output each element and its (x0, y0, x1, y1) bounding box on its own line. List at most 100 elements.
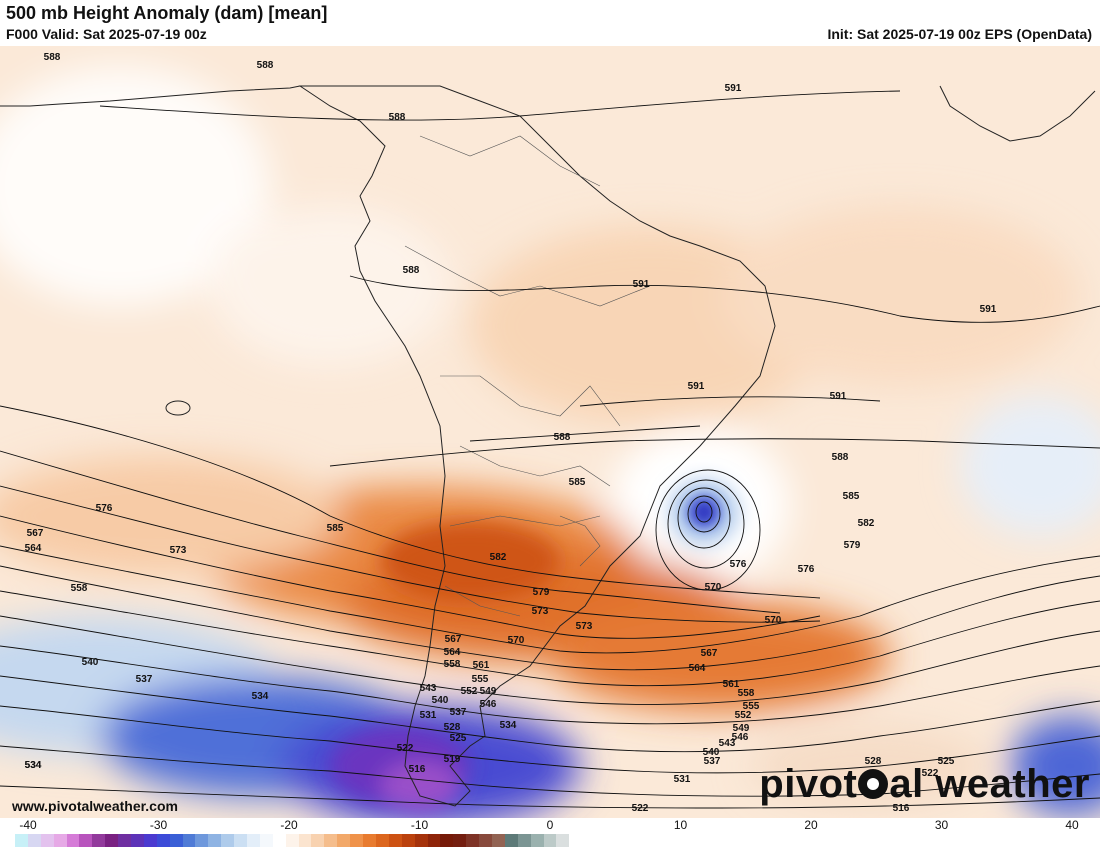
colorbar-swatch (388, 834, 402, 847)
colorbar-tick-label: 10 (673, 818, 688, 832)
contour-line (0, 615, 1100, 705)
anomaly-field (0, 46, 1100, 818)
contour-label: 570 (508, 635, 525, 646)
contour-label: 534 (25, 760, 42, 771)
contour-label: 585 (843, 491, 860, 502)
header-bar: 500 mb Height Anomaly (dam) [mean] F000 … (0, 0, 1100, 46)
colorbar-swatch (324, 834, 338, 847)
colorbar-swatch (414, 834, 428, 847)
contour-label: 525 (450, 733, 467, 744)
contour-label: 576 (730, 559, 747, 570)
contour-label: 591 (633, 279, 650, 290)
contour-line (0, 590, 1100, 687)
contour-line (0, 515, 821, 639)
contour-label: 588 (832, 452, 849, 463)
colorbar-swatch (285, 834, 299, 847)
colorbar-tick-label: 30 (934, 818, 949, 832)
site-url[interactable]: www.pivotalweather.com (12, 798, 178, 814)
contour-label: 558 (738, 688, 755, 699)
colorbar-swatch (208, 834, 222, 847)
contour-label: 573 (576, 621, 593, 632)
contour-label: 525 (938, 756, 955, 767)
contour-label: 579 (533, 587, 550, 598)
colorbar-swatches (15, 834, 570, 847)
contour-label: 591 (725, 83, 742, 94)
contour-label: 570 (765, 615, 782, 626)
contour-line (0, 450, 781, 614)
colorbar-swatch (118, 834, 132, 847)
colorbar-swatch (247, 834, 260, 847)
colorbar-swatch (466, 834, 480, 847)
contour-line (0, 565, 1100, 671)
colorbar-swatch (543, 834, 557, 847)
contour-label: 567 (27, 528, 44, 539)
weather-map: 588 588 591 588 588 591 591 591 591 588 588 585 585 5… (0, 46, 1100, 818)
colorbar-swatch (15, 834, 28, 847)
height-contours (0, 90, 1100, 809)
init-time: Init: Sat 2025-07-19 00z EPS (OpenData) (827, 26, 1092, 42)
contour-label: 534 (500, 720, 517, 731)
colorbar-swatch (169, 834, 183, 847)
map-title: 500 mb Height Anomaly (dam) [mean] (6, 3, 328, 23)
colorbar-tick-label: -20 (280, 818, 298, 832)
contour-label: 564 (25, 543, 42, 554)
map-canvas: 588 588 591 588 588 591 591 591 591 588 588 585 585 5… (0, 46, 1100, 818)
colorbar-tick-label: 0 (546, 818, 554, 832)
contour-label: 516 (409, 764, 426, 775)
contour-label: 552 (735, 710, 752, 721)
colorbar-swatch (337, 834, 351, 847)
colorbar-swatch (440, 834, 454, 847)
contour-label: 567 (445, 634, 462, 645)
contour-label: 555 (743, 701, 760, 712)
contour-line (0, 705, 1100, 774)
contour-line (0, 675, 1100, 753)
contour-label: 588 (403, 265, 420, 276)
colorbar-swatch (453, 834, 467, 847)
valid-time: F000 Valid: Sat 2025-07-19 00z (6, 26, 207, 42)
colorbar-swatch (504, 834, 518, 847)
contour-label: 573 (170, 545, 187, 556)
contour-label: 585 (569, 477, 586, 488)
contour-label: 558 (444, 659, 461, 670)
contour-label: 549 (480, 686, 497, 697)
colorbar-tick-label: -10 (410, 818, 429, 832)
colorbar-swatch (350, 834, 364, 847)
contour-label: 546 (732, 732, 749, 743)
brand-text-right: al weather (889, 762, 1090, 806)
colorbar-swatch (363, 834, 376, 847)
colorbar-tick-label: 40 (1065, 818, 1079, 832)
contour-label: 588 (389, 112, 406, 123)
colorbar-swatch (92, 834, 106, 847)
contour-label: 534 (252, 691, 269, 702)
low-center (655, 469, 761, 591)
contour-label: 582 (490, 552, 507, 563)
contour-label: 585 (327, 523, 344, 534)
contour-label: 537 (704, 756, 721, 767)
contour-label: 519 (444, 754, 461, 765)
contour-label: 591 (830, 391, 847, 402)
contour-label: 534 (25, 760, 42, 771)
contour-label: 552 (461, 686, 478, 697)
colorbar-swatch (530, 834, 544, 847)
contour-line (349, 275, 1100, 323)
colorbar-swatch (66, 834, 80, 847)
contour-label: 570 (705, 582, 722, 593)
contour-label: 528 (444, 722, 461, 733)
contour-label: 543 (420, 683, 437, 694)
colorbar-swatch (27, 834, 41, 847)
colorbar-swatch (479, 834, 492, 847)
colorbar-swatch (105, 834, 119, 847)
contour-label: 558 (71, 583, 88, 594)
colorbar-swatch (298, 834, 312, 847)
colorbar-tick-label: 20 (804, 818, 818, 832)
colorbar-swatch (556, 834, 570, 847)
contour-line (0, 545, 1100, 654)
colorbar-swatch (272, 834, 286, 847)
contour-label: 531 (674, 774, 691, 785)
contour-label: 561 (723, 679, 740, 690)
contour-label: 522 (922, 768, 939, 779)
contour-label: 540 (703, 747, 720, 758)
contour-label: 591 (980, 304, 997, 315)
colorbar-ticks: -40 -30 -20 -10 0 10 20 30 40 (0, 818, 1100, 832)
contour-label: 516 (893, 803, 910, 814)
